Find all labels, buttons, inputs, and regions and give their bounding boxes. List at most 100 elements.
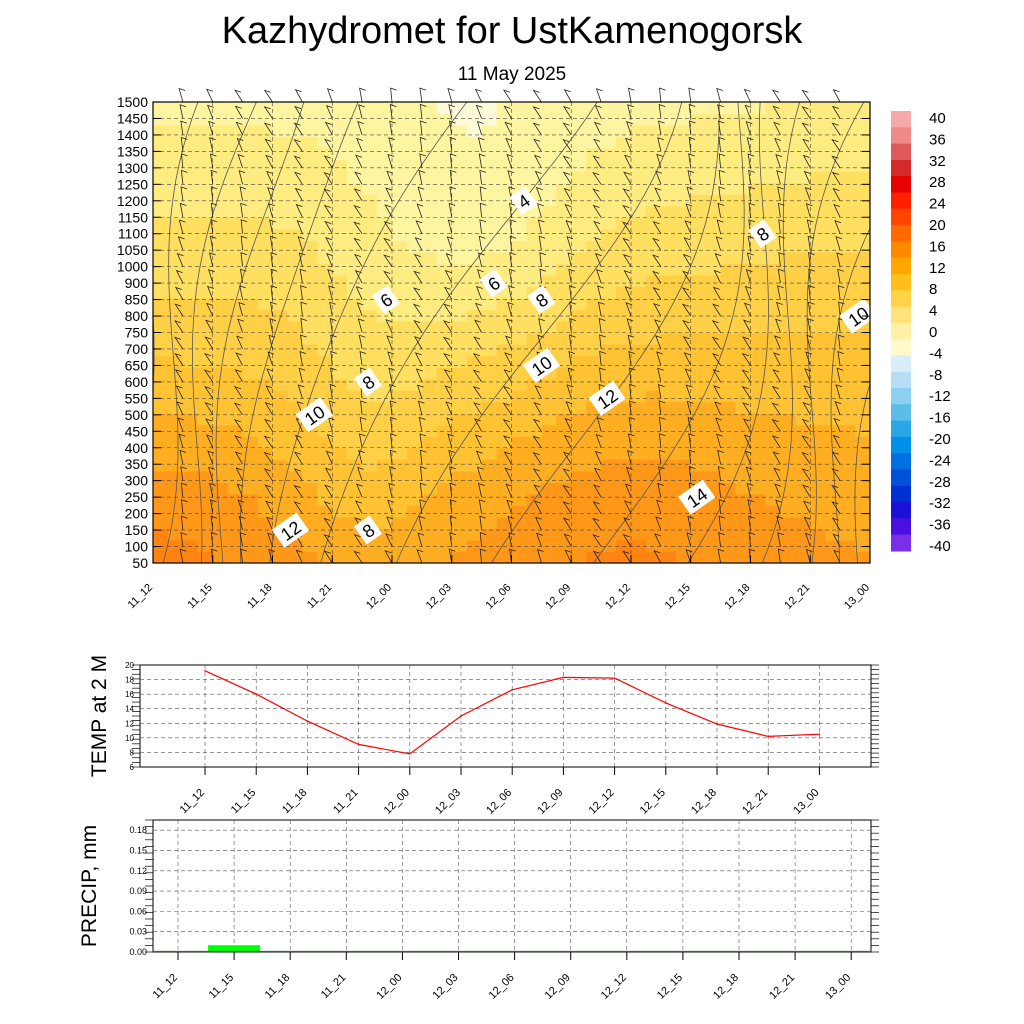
wind-barb <box>622 188 632 202</box>
field-cell <box>182 332 199 345</box>
field-cell <box>645 413 662 426</box>
wind-barb <box>234 89 243 103</box>
field-cell <box>212 240 229 253</box>
field-cell <box>227 240 244 253</box>
field-cell <box>421 390 438 403</box>
wind-barb <box>622 204 632 218</box>
field-cell <box>631 263 647 276</box>
field-cell <box>257 493 274 506</box>
wind-barb <box>715 236 723 251</box>
field-cell <box>302 205 318 218</box>
field-cell <box>392 113 408 126</box>
wind-barb <box>417 186 425 201</box>
y-tick-label: 400 <box>125 440 149 456</box>
wind-barb <box>385 187 393 201</box>
x-tick-label: 11_18 <box>263 972 293 1002</box>
colorbar-label: 32 <box>929 153 946 170</box>
wind-barb <box>293 484 303 498</box>
wind-barb <box>207 285 214 300</box>
field-cell <box>332 136 348 149</box>
field-cell <box>212 401 229 414</box>
field-cell <box>227 424 244 437</box>
field-cell <box>750 171 767 184</box>
field-cell <box>406 136 423 149</box>
field-cell <box>272 182 289 195</box>
field-cell <box>511 102 528 115</box>
field-cell <box>421 240 438 253</box>
field-cell <box>511 171 528 184</box>
field-cell <box>780 263 796 276</box>
field-cell <box>496 159 513 172</box>
field-cell <box>153 286 169 299</box>
field-cell <box>332 539 348 553</box>
field-cell <box>182 401 199 414</box>
field-cell <box>690 413 707 426</box>
wind-barb <box>300 318 308 333</box>
wind-barb <box>383 270 393 284</box>
field-cell <box>421 102 438 115</box>
wind-barb <box>209 137 216 152</box>
field-cell <box>556 378 572 391</box>
field-cell <box>780 344 796 357</box>
field-cell <box>541 401 557 414</box>
wind-barb <box>533 154 542 169</box>
wind-barb <box>354 171 363 185</box>
field-cell <box>212 309 229 322</box>
field-cell <box>571 320 587 334</box>
wind-barb <box>656 351 663 366</box>
wind-barb <box>240 268 247 284</box>
field-cell <box>810 482 826 495</box>
field-cell <box>631 505 647 518</box>
wind-barb <box>569 285 576 300</box>
field-cell <box>645 493 662 506</box>
field-cell <box>451 539 468 553</box>
field-cell <box>511 274 528 287</box>
field-cell <box>720 240 737 253</box>
field-cell <box>855 228 870 241</box>
field-cell <box>750 482 767 495</box>
contour-line <box>192 102 257 563</box>
field-cell <box>526 470 542 483</box>
field-cell <box>197 113 214 126</box>
field-cell <box>720 470 737 483</box>
field-cell <box>631 148 647 161</box>
field-cell <box>780 367 796 380</box>
field-cell <box>601 297 617 311</box>
colorbar-label: -24 <box>929 452 951 469</box>
wind-barb <box>687 170 695 185</box>
wind-barb <box>294 451 303 465</box>
x-tick-label: 12_09 <box>543 972 573 1002</box>
field-cell <box>182 125 199 138</box>
wind-barb <box>562 468 572 481</box>
field-cell <box>212 459 229 472</box>
field-cell <box>660 505 677 518</box>
field-cell <box>302 505 318 518</box>
x-tick-label: 12_06 <box>484 787 514 817</box>
field-cell <box>840 217 856 230</box>
field-cell <box>631 217 647 230</box>
field-cell <box>317 263 333 276</box>
wind-barb <box>806 219 814 234</box>
field-cell <box>780 470 796 483</box>
field-cell <box>810 332 826 345</box>
wind-barb <box>688 466 696 481</box>
field-cell <box>511 297 528 311</box>
wind-barb <box>176 253 184 267</box>
wind-barb <box>503 105 512 119</box>
field-cell <box>795 309 811 322</box>
field-cell <box>392 447 408 460</box>
field-cell <box>362 482 378 495</box>
field-cell <box>212 136 229 149</box>
field-cell <box>586 539 602 553</box>
y-tick-label: 800 <box>125 308 149 324</box>
field-cell <box>660 320 677 334</box>
field-cell <box>526 159 542 172</box>
wind-barb <box>594 450 602 465</box>
field-cell <box>660 251 677 264</box>
field-cell <box>466 470 483 483</box>
field-cell <box>556 447 572 460</box>
field-cell <box>197 251 214 264</box>
wind-barb <box>502 418 512 432</box>
field-cell <box>780 401 796 414</box>
x-tick-label: 12_21 <box>782 582 812 612</box>
